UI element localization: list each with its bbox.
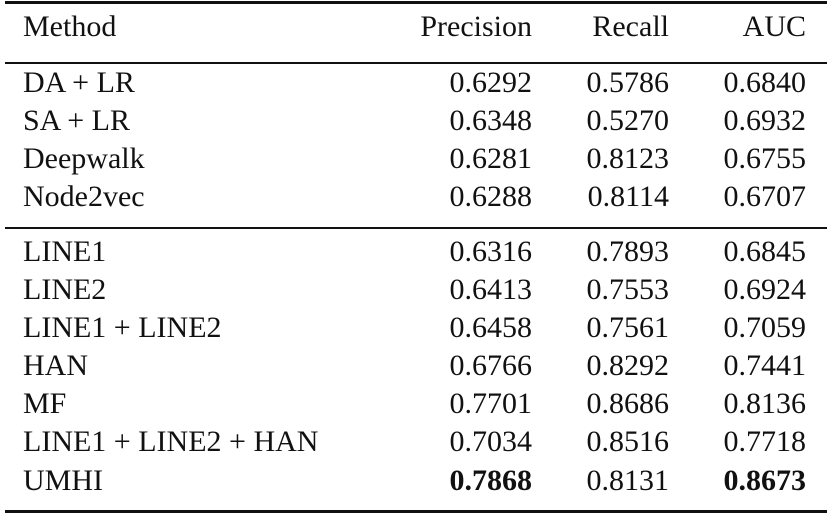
recall-cell: 0.7561 bbox=[586, 311, 670, 344]
header-precision: Precision bbox=[420, 10, 532, 43]
precision-cell: 0.6316 bbox=[449, 235, 533, 268]
recall-cell: 0.8131 bbox=[586, 464, 670, 497]
recall-cell: 0.7553 bbox=[586, 273, 670, 306]
header-method: Method bbox=[23, 10, 117, 43]
table-row: MF 0.7701 0.8686 0.8136 bbox=[0, 385, 832, 423]
auc-cell-best: 0.8673 bbox=[723, 464, 807, 497]
recall-cell: 0.7893 bbox=[586, 235, 670, 268]
precision-cell: 0.6288 bbox=[449, 180, 533, 213]
method-cell: MF bbox=[23, 387, 67, 420]
table-row: LINE1 + LINE2 0.6458 0.7561 0.7059 bbox=[0, 309, 832, 347]
precision-cell: 0.6292 bbox=[449, 66, 533, 99]
method-cell: UMHI bbox=[23, 464, 103, 497]
recall-cell: 0.8516 bbox=[586, 425, 670, 458]
recall-cell: 0.8686 bbox=[586, 387, 670, 420]
method-cell: HAN bbox=[23, 349, 88, 382]
method-cell: LINE1 bbox=[23, 235, 107, 268]
bottom-rule bbox=[5, 510, 827, 513]
auc-cell: 0.7718 bbox=[723, 425, 807, 458]
table-row: LINE1 0.6316 0.7893 0.6845 bbox=[0, 233, 832, 271]
auc-cell: 0.6932 bbox=[723, 104, 807, 137]
method-cell: DA + LR bbox=[23, 66, 135, 99]
header-rule bbox=[5, 62, 827, 64]
precision-cell: 0.6281 bbox=[449, 142, 533, 175]
auc-cell: 0.7059 bbox=[723, 311, 807, 344]
method-cell: SA + LR bbox=[23, 104, 130, 137]
recall-cell: 0.8114 bbox=[587, 180, 669, 213]
header-row: Method Precision Recall AUC bbox=[0, 8, 832, 46]
recall-cell: 0.5270 bbox=[586, 104, 670, 137]
table-row: UMHI 0.7868 0.8131 0.8673 bbox=[0, 462, 832, 500]
auc-cell: 0.7441 bbox=[723, 349, 807, 382]
table-row: Deepwalk 0.6281 0.8123 0.6755 bbox=[0, 140, 832, 178]
auc-cell: 0.6840 bbox=[723, 66, 807, 99]
method-cell: Node2vec bbox=[23, 180, 145, 213]
precision-cell: 0.6348 bbox=[449, 104, 533, 137]
recall-cell: 0.5786 bbox=[586, 66, 670, 99]
table-row: Node2vec 0.6288 0.8114 0.6707 bbox=[0, 178, 832, 216]
auc-cell: 0.6845 bbox=[723, 235, 807, 268]
auc-cell: 0.6755 bbox=[723, 142, 807, 175]
method-cell: Deepwalk bbox=[23, 142, 145, 175]
table-row: LINE1 + LINE2 + HAN 0.7034 0.8516 0.7718 bbox=[0, 423, 832, 461]
recall-cell: 0.8123 bbox=[586, 142, 670, 175]
top-rule bbox=[5, 1, 827, 4]
precision-cell: 0.7034 bbox=[449, 425, 533, 458]
method-cell: LINE2 bbox=[23, 273, 107, 306]
precision-cell: 0.6458 bbox=[449, 311, 533, 344]
auc-cell: 0.6924 bbox=[723, 273, 807, 306]
header-recall: Recall bbox=[592, 10, 669, 43]
recall-cell: 0.8292 bbox=[586, 349, 670, 382]
method-cell: LINE1 + LINE2 + HAN bbox=[23, 425, 319, 458]
precision-cell: 0.6766 bbox=[449, 349, 533, 382]
group-rule bbox=[5, 227, 827, 229]
precision-cell: 0.6413 bbox=[449, 273, 533, 306]
precision-cell: 0.7701 bbox=[449, 387, 533, 420]
precision-cell-best: 0.7868 bbox=[449, 464, 533, 497]
table-row: HAN 0.6766 0.8292 0.7441 bbox=[0, 347, 832, 385]
table-row: LINE2 0.6413 0.7553 0.6924 bbox=[0, 271, 832, 309]
auc-cell: 0.6707 bbox=[723, 180, 807, 213]
table-row: DA + LR 0.6292 0.5786 0.6840 bbox=[0, 64, 832, 102]
method-cell: LINE1 + LINE2 bbox=[23, 311, 222, 344]
auc-cell: 0.8136 bbox=[723, 387, 807, 420]
header-auc: AUC bbox=[742, 10, 806, 43]
table-row: SA + LR 0.6348 0.5270 0.6932 bbox=[0, 102, 832, 140]
